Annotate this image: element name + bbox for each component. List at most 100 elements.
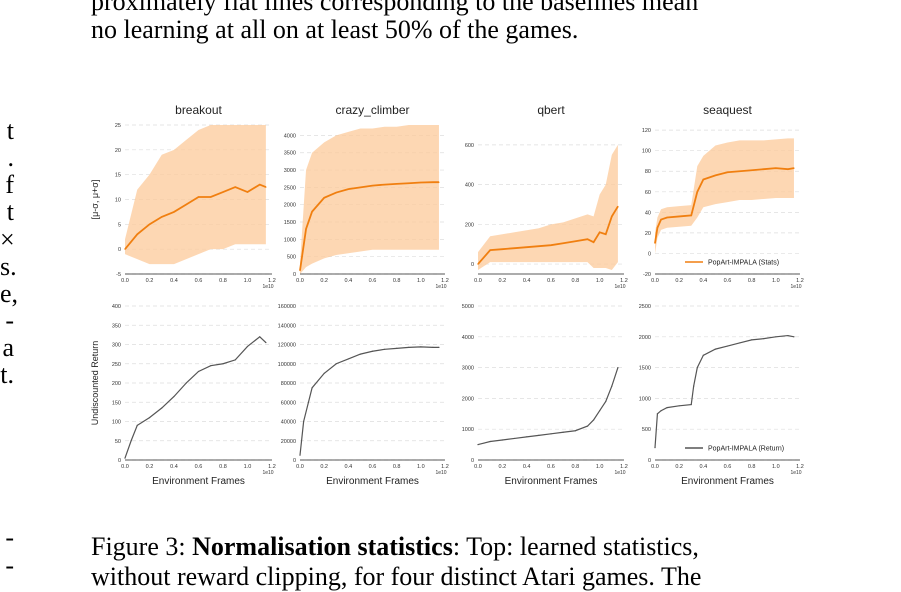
y-tick-label: -5 (116, 272, 121, 278)
data-point (246, 191, 249, 193)
data-point (696, 367, 698, 369)
data-point (477, 444, 479, 446)
y-tick-label: 150 (112, 400, 121, 406)
data-point (501, 248, 503, 250)
data-point (335, 191, 337, 194)
data-point (311, 211, 313, 213)
data-point (787, 168, 789, 170)
x-tick-label: 0.0 (121, 464, 129, 470)
data-point (408, 182, 410, 184)
legend-label: PopArt-IMPALA (Stats) (708, 260, 779, 267)
mean-line (654, 167, 795, 244)
return-line (654, 334, 795, 448)
margin-fragment: - (5, 523, 14, 552)
data-point (259, 184, 261, 186)
x-tick-label: 1.2 (268, 464, 276, 470)
x-tick-label: 0.8 (572, 278, 580, 284)
y-tick-label: 25 (115, 123, 121, 129)
y-tick-label: 20000 (281, 439, 296, 445)
y-tick-label: 15 (115, 173, 121, 179)
data-point (538, 434, 540, 436)
y-tick-label: 20 (645, 231, 651, 237)
y-tick-label: 3500 (284, 151, 296, 157)
data-point (763, 168, 765, 170)
data-point (738, 342, 741, 344)
x-exponent: 1e10 (614, 284, 625, 290)
data-point (136, 424, 138, 426)
x-tick-label: 0.8 (748, 464, 756, 470)
x-tick-label: 0.6 (547, 464, 555, 470)
x-tick-label: 1.0 (244, 278, 252, 284)
data-point (696, 191, 698, 193)
data-point (222, 363, 224, 365)
x-tick-label: 0.2 (675, 278, 683, 284)
data-point (185, 382, 187, 384)
y-tick-label: 120000 (278, 343, 296, 349)
x-tick-label: 1.2 (441, 278, 449, 284)
data-point (599, 410, 601, 412)
y-tick-label: 3000 (284, 168, 296, 174)
subplot-4: -20 0 20 40 60 80 100 120 0.0 0.2 0.4 0.6 0.8 1.0 1.21… (642, 103, 804, 290)
data-point (420, 346, 422, 348)
y-tick-label: 10 (115, 198, 121, 204)
x-tick-label: 0.4 (345, 464, 353, 470)
margin-fragment: - (5, 551, 14, 580)
data-point (654, 242, 656, 244)
subplot-8: 0 500 1000 1500 2000 2500 0.0 0.2 0.4 0.6 0.8 1.0 1.… (639, 304, 804, 487)
y-axis-label: Undiscounted Return (90, 341, 100, 426)
data-point (335, 363, 337, 365)
x-tick-label: 0.0 (296, 278, 304, 284)
data-point (605, 233, 607, 235)
margin-fragment: - (5, 306, 14, 335)
data-point (420, 181, 422, 184)
x-tick-label: 0.2 (320, 278, 328, 284)
data-point (124, 248, 126, 250)
y-tick-label: 600 (465, 143, 474, 149)
mean-line (299, 181, 439, 271)
data-point (656, 227, 659, 229)
data-point (592, 241, 595, 243)
y-tick-label: 500 (287, 255, 296, 261)
x-tick-label: 0.8 (393, 278, 401, 284)
data-point (210, 196, 212, 198)
caption-bold-title: Normalisation statistics (192, 532, 453, 561)
y-tick-label: 0 (118, 247, 121, 253)
y-tick-label: 1500 (284, 220, 296, 226)
x-tick-label: 0.2 (675, 464, 683, 470)
x-axis-label: Environment Frames (326, 476, 419, 487)
x-tick-label: 0.8 (219, 464, 227, 470)
x-tick-label: 0.6 (195, 464, 203, 470)
data-point (562, 431, 564, 433)
data-point (323, 372, 325, 374)
subplot-title: qbert (537, 103, 565, 117)
x-tick-label: 1.0 (772, 464, 780, 470)
y-tick-label: 200 (465, 222, 474, 228)
return-line (477, 367, 619, 446)
data-point (265, 186, 267, 188)
x-exponent: 1e10 (614, 470, 625, 476)
data-point (690, 214, 692, 217)
y-tick-label: 1000 (639, 396, 651, 402)
data-point (513, 437, 516, 440)
data-point (383, 184, 386, 186)
x-axis-label: Environment Frames (505, 476, 598, 487)
data-point (592, 419, 595, 421)
y-tick-label: 60 (645, 190, 651, 196)
data-point (489, 249, 491, 251)
data-point (787, 334, 789, 337)
y-tick-label: 60000 (281, 400, 296, 406)
x-tick-label: 0.0 (296, 464, 304, 470)
data-point (347, 188, 349, 190)
y-tick-label: 2500 (639, 304, 651, 310)
y-tick-label: 0 (648, 458, 651, 464)
data-point (371, 350, 374, 352)
margin-fragment: t (6, 197, 14, 226)
x-tick-label: 1.2 (620, 278, 628, 284)
y-tick-label: 0 (471, 458, 474, 464)
x-tick-label: 0.2 (499, 278, 507, 284)
x-tick-label: 0.0 (474, 278, 482, 284)
data-point (265, 341, 267, 344)
x-tick-label: 1.2 (620, 464, 628, 470)
